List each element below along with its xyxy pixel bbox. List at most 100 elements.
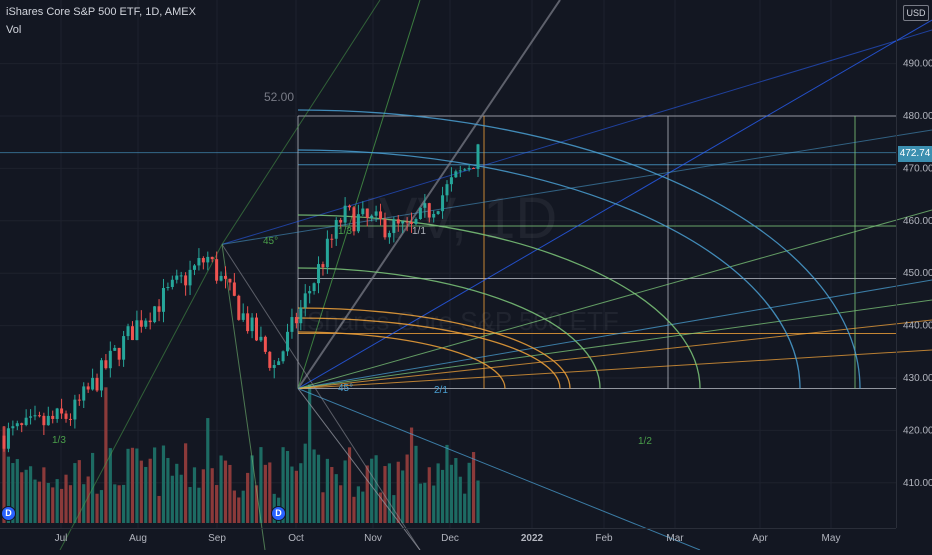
grid [0,0,896,528]
volume-bar [423,482,427,523]
volume-bar [299,463,303,523]
volume-bar [343,460,347,523]
volume-bar [414,445,418,523]
candle-body [432,213,436,218]
price-tick-label: 460.00 [903,216,932,227]
candle-body [42,415,46,426]
box-range-label: 52.00 [264,90,294,104]
candle-body [166,286,170,288]
volume-bar [405,454,409,523]
volume-bar [321,492,325,523]
volume-bar [64,474,68,523]
volume-bar [418,483,423,523]
time-tick-label: Feb [595,533,613,544]
volume-bar [157,495,161,523]
gann-arc [297,149,801,389]
volume-bar [294,470,298,523]
candle-body [24,417,28,425]
volume-bar [161,445,166,523]
candles [2,143,480,453]
volume-bar [246,472,250,523]
volume-bar [148,458,152,523]
volume-bar [175,463,179,523]
volume-bar [77,460,81,523]
chart-title[interactable]: iShares Core S&P 500 ETF, 1D, AMEX [6,6,196,18]
candle-body [405,221,409,223]
candle-body [308,291,312,294]
volume-bar [334,474,338,523]
volume-bar [166,457,170,523]
candle-body [445,184,449,196]
candle-body [458,170,462,172]
candle-body [130,326,134,341]
candle-body [20,423,24,425]
watermark-name: iShares Core S&P 500 ETF [301,306,618,336]
volume-bar [409,427,414,523]
volume-bar [104,387,108,523]
candle-body [15,423,19,427]
fan-label: 1/3 [52,435,66,446]
candle-body [86,386,90,390]
candle-body [379,211,383,220]
candle-body [303,293,307,308]
candle-body [370,215,374,218]
candle-body [2,435,6,449]
volume-bar [73,463,77,523]
volume-bar [28,466,33,523]
fan-label: 1/3 [338,226,352,237]
gann-fan-ray [297,349,932,389]
candle-body [188,269,192,286]
candle-body [441,195,445,212]
price-tick-label: 410.00 [903,478,932,489]
candle-body [153,306,157,323]
candle-body [467,167,471,170]
volume-bar [401,470,405,523]
candle-body [64,413,68,419]
volume-bar [232,490,236,523]
candle-body [37,415,41,417]
price-tick-label: 440.00 [903,321,932,332]
candle-body [463,169,467,171]
volume-bar [6,456,11,523]
fan-ray-secondary [221,29,932,245]
volume-bar [352,496,356,523]
candle-body [46,415,50,426]
volume-bar [197,487,201,523]
volume-bar [250,455,254,523]
candle-body [55,408,59,419]
candle-body [219,275,223,281]
gann-arc [297,317,561,389]
volume-bar [308,384,312,523]
volume-indicator-label[interactable]: Vol [6,24,22,36]
candle-body [122,336,126,360]
volume-bar [374,455,378,523]
candle-body [6,428,10,449]
annotation-labels: 52.00 45° 1/3 1/1 45° 2/1 1/3 1/2 [52,90,652,447]
fan-ray-secondary [59,244,223,551]
time-tick-label: May [822,533,841,544]
candle-body [476,144,480,169]
candle-body [232,282,236,296]
volume-bar [42,467,46,523]
price-tick-label: 470.00 [903,163,932,174]
volume-bar [263,464,267,523]
volume-bar [223,460,228,523]
candle-body [454,171,458,178]
volume-bar [51,487,55,523]
candle-body [427,203,431,218]
dividend-marker-1[interactable]: D [1,506,16,521]
volume-bar [95,493,99,523]
time-tick-label: Jul [55,533,68,544]
currency-button[interactable]: USD [903,5,929,21]
fan-label: 45° [338,383,353,394]
gann-fan-ray [297,299,932,389]
dividend-marker-2[interactable]: D [271,506,286,521]
volume-bar [108,448,112,523]
volume-bar [436,463,440,523]
volume-bar [113,484,117,523]
candle-body [179,275,183,277]
volume-bar [471,452,476,523]
